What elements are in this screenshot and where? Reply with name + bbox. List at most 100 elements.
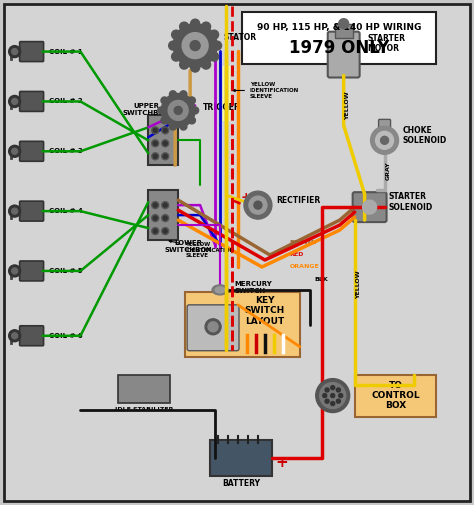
Circle shape [201,60,210,69]
FancyBboxPatch shape [185,292,300,357]
Circle shape [162,201,169,209]
Text: MERCURY
SWITCH: MERCURY SWITCH [234,281,272,294]
Text: COIL # 5: COIL # 5 [48,268,82,274]
Circle shape [191,107,199,114]
Circle shape [153,128,157,132]
Circle shape [161,93,195,127]
Circle shape [158,107,164,114]
Circle shape [152,215,159,222]
Text: COIL # 1: COIL # 1 [48,48,82,55]
Circle shape [152,228,159,234]
Circle shape [153,155,157,158]
Circle shape [9,45,21,58]
Circle shape [188,117,195,124]
Circle shape [188,97,195,104]
Circle shape [331,393,335,397]
Circle shape [169,91,176,98]
Text: COIL # 2: COIL # 2 [48,98,82,105]
Text: COIL # 6: COIL # 6 [48,333,82,339]
FancyBboxPatch shape [4,4,470,501]
Text: YELLOW
IDENTIFICATION
SLEEVE: YELLOW IDENTIFICATION SLEEVE [169,240,235,258]
Circle shape [153,229,157,233]
Circle shape [12,98,18,105]
Circle shape [152,201,159,209]
Circle shape [173,24,217,68]
Text: +: + [275,455,288,470]
Circle shape [339,393,343,397]
Text: RECTIFIER: RECTIFIER [276,195,320,205]
Text: KEY
SWITCH
LAYOUT: KEY SWITCH LAYOUT [245,296,285,326]
Circle shape [163,128,167,132]
Text: GRAY: GRAY [386,161,391,180]
Circle shape [205,319,221,335]
Circle shape [163,155,167,158]
Ellipse shape [212,285,228,295]
FancyBboxPatch shape [118,375,170,402]
FancyBboxPatch shape [148,190,178,240]
Ellipse shape [215,287,225,293]
Circle shape [163,203,167,207]
Text: 1979 ONLY: 1979 ONLY [289,38,389,57]
Text: TO
CONTROL
BOX: TO CONTROL BOX [371,381,420,411]
Circle shape [152,140,159,147]
Circle shape [180,123,187,130]
Circle shape [337,388,340,392]
Circle shape [152,127,159,134]
Circle shape [180,22,189,31]
Circle shape [12,148,18,155]
Circle shape [180,91,187,98]
Text: YELLOW
IDENTIFICATION
SLEEVE: YELLOW IDENTIFICATION SLEEVE [233,82,299,99]
Circle shape [153,203,157,207]
Text: BROWN: BROWN [290,239,317,244]
Circle shape [163,141,167,145]
Text: ORANGE: ORANGE [290,265,319,270]
FancyBboxPatch shape [19,326,44,346]
Text: CHOKE
SOLENOID: CHOKE SOLENOID [402,126,447,145]
Circle shape [162,140,169,147]
Circle shape [153,141,157,145]
Text: YELLOW: YELLOW [345,91,350,120]
Circle shape [191,63,200,72]
Text: RED: RED [290,252,304,258]
FancyBboxPatch shape [19,41,44,62]
Circle shape [337,399,340,403]
Text: BLK: BLK [315,277,328,282]
Circle shape [161,117,168,124]
FancyBboxPatch shape [335,24,353,38]
Circle shape [12,268,18,274]
FancyBboxPatch shape [19,91,44,112]
Circle shape [210,30,219,39]
Text: 90 HP, 115 HP, & 140 HP WIRING: 90 HP, 115 HP, & 140 HP WIRING [256,23,421,32]
FancyBboxPatch shape [379,119,391,129]
FancyBboxPatch shape [210,440,272,476]
FancyBboxPatch shape [353,192,387,222]
FancyBboxPatch shape [19,141,44,161]
Circle shape [325,388,329,392]
FancyBboxPatch shape [187,305,239,350]
Circle shape [371,126,399,155]
FancyBboxPatch shape [19,201,44,221]
Circle shape [363,200,376,214]
Circle shape [162,153,169,160]
Circle shape [172,30,181,39]
Circle shape [316,379,350,413]
Circle shape [163,229,167,233]
Circle shape [162,215,169,222]
Circle shape [153,216,157,220]
Circle shape [182,33,208,59]
FancyBboxPatch shape [19,261,44,281]
Circle shape [169,41,178,50]
FancyBboxPatch shape [355,375,437,417]
FancyBboxPatch shape [242,12,437,64]
Circle shape [381,136,389,144]
Circle shape [161,97,168,104]
Circle shape [339,19,349,29]
Text: STARTER
SOLENOID: STARTER SOLENOID [389,192,433,212]
Circle shape [174,107,182,115]
Circle shape [152,153,159,160]
Circle shape [201,22,210,31]
Circle shape [12,48,18,55]
Circle shape [323,393,327,397]
Circle shape [9,265,21,277]
Circle shape [162,127,169,134]
